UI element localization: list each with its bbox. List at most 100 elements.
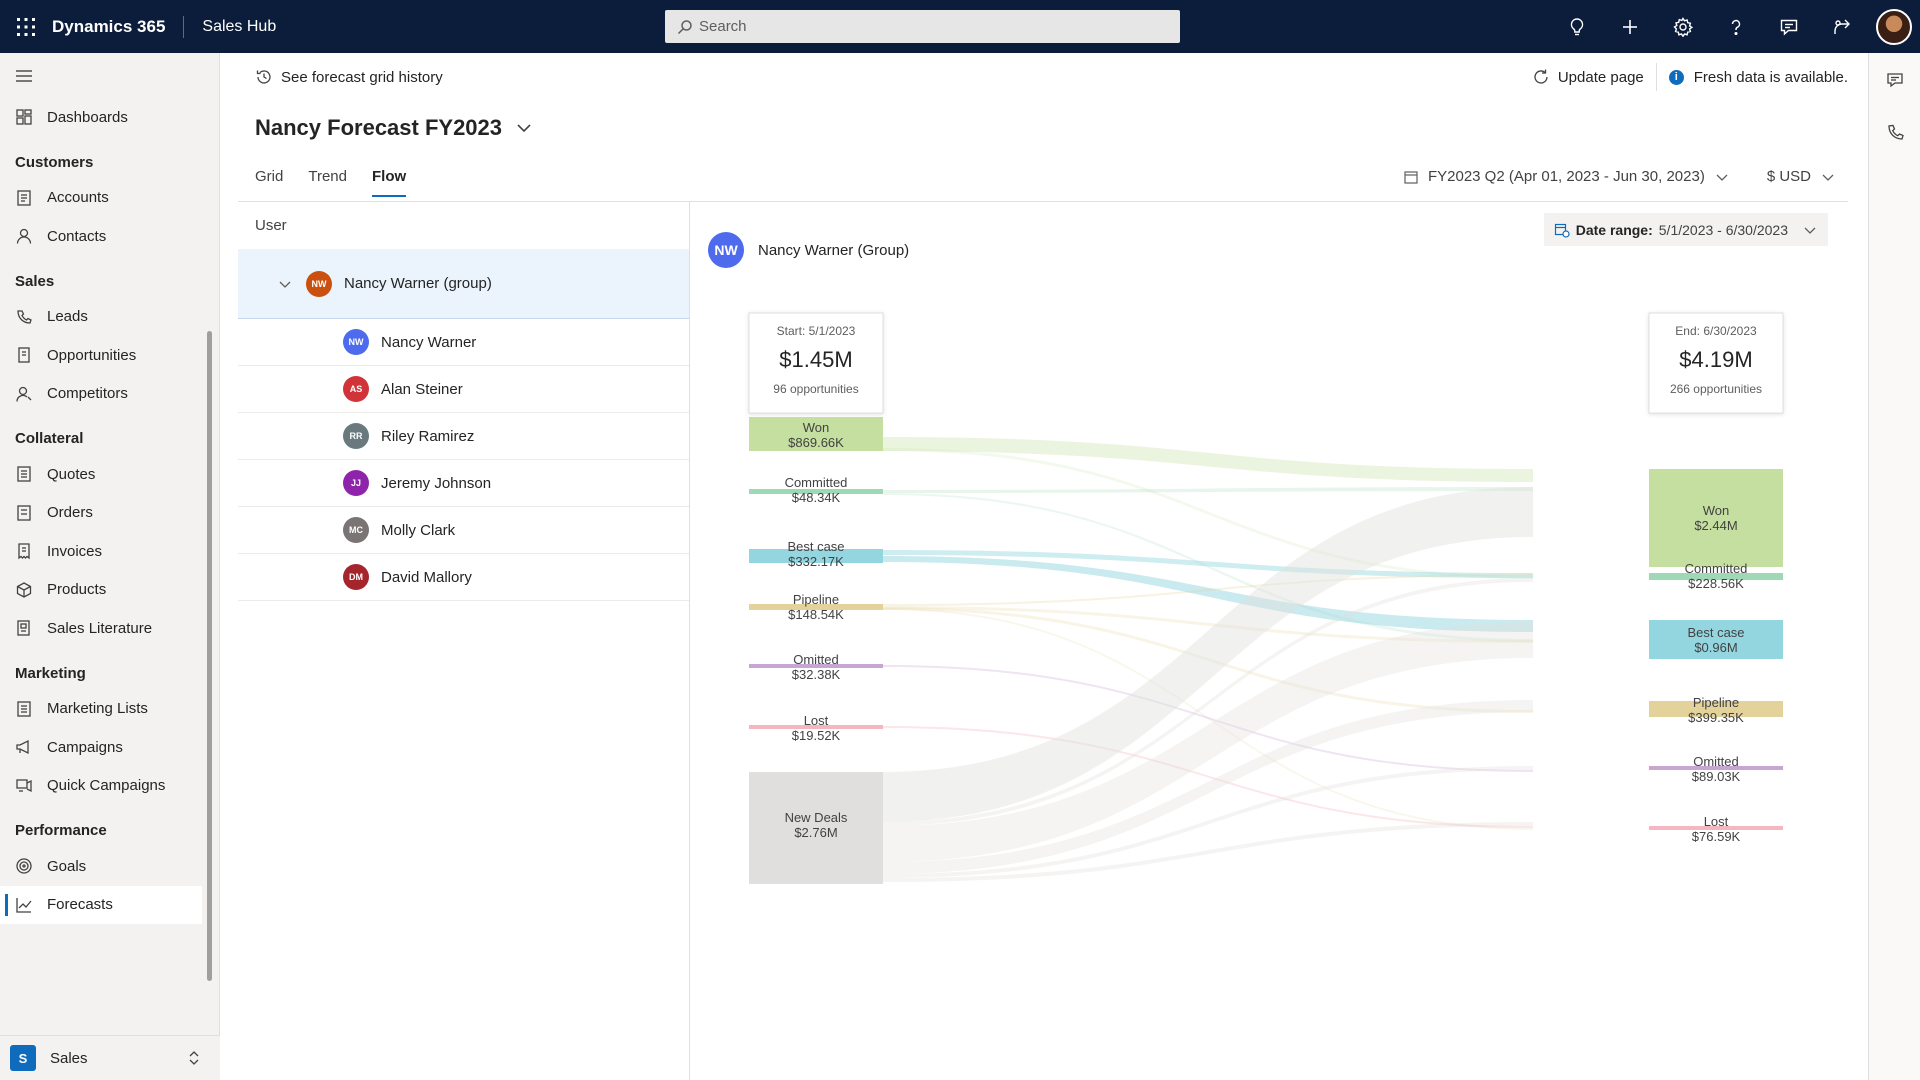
question-icon [1731, 19, 1740, 35]
nav-item-sales-literature[interactable]: Sales Literature [0, 609, 202, 648]
brand-name[interactable]: Dynamics 365 [52, 15, 185, 38]
nav-item-label: Goals [47, 857, 87, 875]
user-row[interactable]: AS Alan Steiner [238, 366, 689, 413]
order-icon [17, 505, 31, 521]
document-icon [18, 347, 30, 363]
nav-item-opportunities[interactable]: Opportunities [0, 336, 202, 375]
chevron-down-icon [517, 124, 531, 133]
period-dropdown[interactable]: FY2023 Q2 (Apr 01, 2023 - Jun 30, 2023) [1404, 168, 1729, 185]
calendar-icon [1404, 170, 1418, 184]
user-row[interactable]: JJ Jeremy Johnson [238, 460, 689, 507]
flow-chart: Start: 5/1/2023 $1.45M 96 opportunities … [748, 312, 1784, 884]
node-right-pipeline[interactable] [1649, 701, 1783, 717]
nav-item-label: Forecasts [47, 896, 113, 914]
group-row[interactable]: NW Nancy Warner (group) [238, 249, 689, 319]
user-row[interactable]: RR Riley Ramirez [238, 413, 689, 460]
nav-item-dashboards[interactable]: Dashboards [0, 98, 202, 137]
app-launcher-button[interactable] [0, 0, 52, 53]
node-right-lost[interactable] [1649, 826, 1783, 830]
node-right-committed[interactable] [1649, 573, 1783, 580]
node-left-committed[interactable] [749, 489, 883, 494]
tab-flow[interactable]: Flow [371, 168, 407, 197]
conversation-button[interactable] [1869, 53, 1920, 106]
avatar: AS [343, 376, 369, 402]
node-left-won[interactable] [749, 417, 883, 451]
node-right-won[interactable] [1649, 469, 1783, 567]
nav-item-quotes[interactable]: Quotes [0, 455, 202, 494]
node-value: $48.34K [792, 490, 841, 505]
node-value: $332.17K [788, 554, 844, 569]
view-tabs: Grid Trend Flow [255, 168, 431, 197]
currency-label: $ USD [1766, 168, 1811, 185]
node-right-omitted[interactable] [1649, 766, 1783, 770]
nav-item-orders[interactable]: Orders [0, 494, 202, 533]
user-avatar[interactable] [1876, 8, 1912, 45]
nav-item-marketing-lists[interactable]: Marketing Lists [0, 690, 202, 729]
node-left-bestcase[interactable] [749, 549, 883, 563]
nav-item-goals[interactable]: Goals [0, 847, 202, 886]
chevron-down-icon[interactable] [278, 277, 292, 291]
help-button[interactable] [1709, 0, 1762, 53]
nav-collapse-button[interactable] [0, 53, 219, 98]
tab-trend[interactable]: Trend [308, 168, 347, 185]
node-right-bestcase[interactable] [1649, 620, 1783, 659]
nav-item-forecasts[interactable]: Forecasts [0, 885, 202, 924]
nav-item-products[interactable]: Products [0, 571, 202, 610]
chevron-down-icon [1804, 227, 1816, 234]
nav-item-campaigns[interactable]: Campaigns [0, 728, 202, 767]
date-range-picker[interactable]: Date range: 5/1/2023 - 6/30/2023 [1543, 213, 1828, 246]
area-label: Sales [50, 1049, 88, 1067]
node-value: $148.54K [788, 607, 844, 622]
flow-link-newdeals-bestcase [883, 622, 1533, 862]
nav-item-label: Competitors [47, 385, 128, 403]
nav-item-competitors[interactable]: Competitors [0, 375, 202, 414]
nav-item-label: Quotes [47, 465, 96, 483]
lightbulb-button[interactable] [1550, 0, 1603, 53]
currency-dropdown[interactable]: $ USD [1767, 168, 1835, 185]
node-left-pipeline[interactable] [749, 604, 883, 610]
phone-button[interactable] [1869, 106, 1920, 159]
forecast-history-button[interactable]: See forecast grid history [255, 68, 443, 86]
new-button[interactable] [1603, 0, 1656, 53]
nav-item-quick-campaigns[interactable]: Quick Campaigns [0, 767, 202, 806]
node-value: $89.03K [1692, 769, 1741, 784]
nav-scrollbar-thumb[interactable] [207, 331, 212, 981]
node-left-newdeals[interactable] [749, 772, 883, 884]
user-row[interactable]: DM David Mallory [238, 554, 689, 601]
phone-person-icon [17, 310, 32, 324]
update-page-button[interactable]: Update page [1532, 68, 1644, 86]
nav-item-leads[interactable]: Leads [0, 298, 202, 337]
settings-button[interactable] [1656, 0, 1709, 53]
period-label: FY2023 Q2 (Apr 01, 2023 - Jun 30, 2023) [1427, 168, 1705, 185]
nav-item-accounts[interactable]: Accounts [0, 179, 202, 218]
tab-grid[interactable]: Grid [255, 168, 284, 185]
flow-user-name: Nancy Warner (Group) [758, 241, 910, 259]
user-row[interactable]: NW Nancy Warner [238, 319, 689, 366]
search-icon [677, 19, 692, 34]
cube-icon [16, 582, 32, 598]
node-label: Omitted [793, 652, 839, 667]
user-name: David Mallory [381, 568, 472, 586]
command-divider [1655, 63, 1657, 91]
copilot-button[interactable] [1815, 0, 1868, 53]
flow-link-pipeline-committed [883, 574, 1533, 606]
node-left-omitted[interactable] [749, 664, 883, 668]
nav-scrollbar[interactable] [205, 101, 213, 1031]
node-left-lost[interactable] [749, 725, 883, 729]
list-icon [17, 701, 31, 717]
nav-item-invoices[interactable]: Invoices [0, 532, 202, 571]
user-row[interactable]: MC Molly Clark [238, 507, 689, 554]
nav-section-marketing: Marketing [15, 664, 86, 682]
area-switcher[interactable]: S Sales [0, 1035, 220, 1080]
forecast-selector[interactable]: Nancy Forecast FY2023 [255, 115, 534, 141]
nav-section-collateral: Collateral [15, 430, 84, 447]
nav-item-contacts[interactable]: Contacts [0, 217, 202, 256]
chat-button[interactable] [1762, 0, 1815, 53]
group-name: Nancy Warner (group) [344, 275, 492, 292]
avatar: NW [343, 329, 369, 355]
avatar: NW [306, 270, 332, 297]
node-label: Omitted [1693, 754, 1739, 769]
app-name[interactable]: Sales Hub [202, 17, 277, 35]
nav-item-label: Accounts [47, 189, 109, 207]
search-box[interactable]: Search [665, 10, 1180, 43]
